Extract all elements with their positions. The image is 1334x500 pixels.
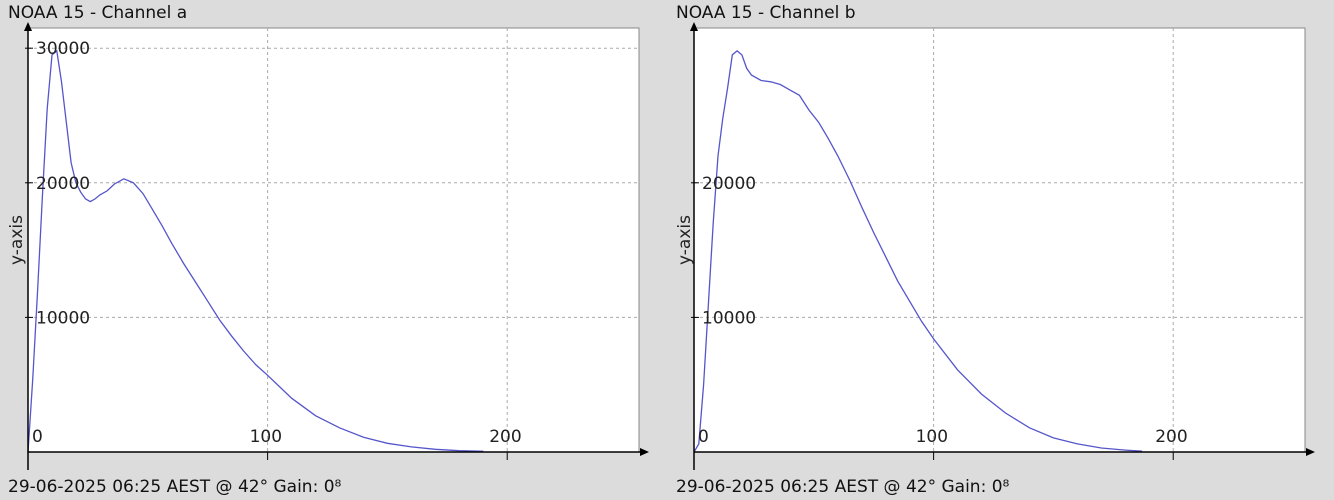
- y-axis-label: y-axis: [675, 215, 695, 265]
- y-tick-label: 30000: [36, 39, 90, 59]
- x-tick-label: 100: [916, 427, 948, 447]
- chart-plot-a: 0 100 200 10000 20000 30000 y-axis: [7, 22, 649, 470]
- chart-footer: 29-06-2025 06:25 AEST @ 42° Gain: 0⁸: [8, 477, 342, 497]
- x-tick-label: 0: [32, 427, 43, 447]
- y-axis-arrow: [690, 22, 698, 31]
- chart-title: NOAA 15 - Channel a: [8, 3, 188, 23]
- chart-footer: 29-06-2025 06:25 AEST @ 42° Gain: 0⁸: [676, 477, 1010, 497]
- x-tick-label: 0: [698, 427, 709, 447]
- chart-panel-b: NOAA 15 - Channel b 0 100 200 10000 20000 y-a…: [668, 0, 1334, 500]
- plot-area: [693, 27, 1306, 453]
- series-line: [693, 50, 1143, 453]
- chart-title: NOAA 15 - Channel b: [676, 3, 856, 23]
- x-axis-arrow: [1306, 448, 1315, 456]
- y-tick-label: 10000: [36, 308, 90, 328]
- series-line: [27, 49, 484, 453]
- plot-area: [27, 27, 640, 453]
- y-tick-label: 10000: [702, 308, 756, 328]
- y-axis-arrow: [24, 22, 32, 31]
- chart-panel-a: NOAA 15 - Channel a 0 100 200 10000 20000 300…: [0, 0, 660, 500]
- chart-plot-b: 0 100 200 10000 20000 y-axis: [675, 22, 1315, 470]
- y-tick-label: 20000: [702, 174, 756, 194]
- x-tick-label: 100: [250, 427, 282, 447]
- y-tick-label: 20000: [36, 174, 90, 194]
- y-axis-label: y-axis: [7, 215, 27, 265]
- x-tick-label: 200: [489, 427, 521, 447]
- x-axis-arrow: [640, 448, 649, 456]
- x-tick-label: 200: [1155, 427, 1187, 447]
